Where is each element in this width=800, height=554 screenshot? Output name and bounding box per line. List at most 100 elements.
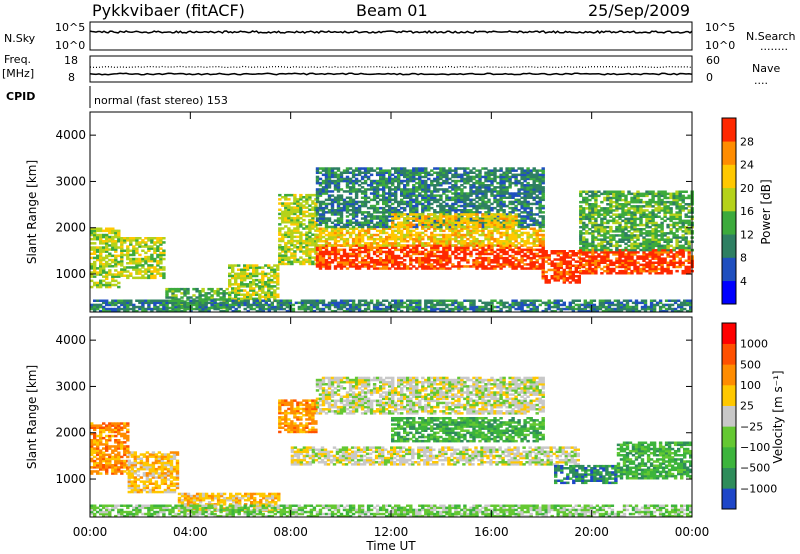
power-cell bbox=[430, 250, 434, 254]
power-cell bbox=[357, 225, 362, 229]
power-cell bbox=[336, 213, 341, 216]
power-cell bbox=[532, 231, 536, 235]
power-cell bbox=[535, 252, 539, 256]
power-cell bbox=[451, 204, 455, 208]
power-cell bbox=[615, 253, 619, 256]
power-cell bbox=[651, 221, 655, 225]
power-cell bbox=[372, 196, 377, 199]
power-cell bbox=[505, 167, 509, 170]
power-cell bbox=[651, 249, 655, 252]
power-cell bbox=[150, 266, 154, 269]
power-cell bbox=[388, 215, 392, 218]
power-cell bbox=[363, 215, 368, 218]
power-cell bbox=[385, 217, 389, 220]
power-cell bbox=[672, 259, 676, 262]
power-cell bbox=[168, 306, 172, 310]
power-cell bbox=[484, 244, 488, 247]
power-cell bbox=[327, 211, 332, 214]
power-cell bbox=[159, 274, 163, 277]
power-cell bbox=[409, 231, 413, 235]
power-cell bbox=[541, 171, 545, 174]
power-cell bbox=[490, 259, 494, 262]
power-cell bbox=[351, 244, 356, 247]
power-cell bbox=[305, 246, 309, 249]
power-cell bbox=[442, 267, 446, 270]
power-cell bbox=[403, 252, 407, 256]
power-cell bbox=[150, 255, 154, 259]
power-cell bbox=[409, 233, 413, 237]
power-cell bbox=[246, 293, 250, 296]
power-cell bbox=[481, 204, 485, 208]
power-cell bbox=[391, 229, 395, 233]
power-cell bbox=[369, 259, 374, 262]
power-cell bbox=[490, 171, 494, 174]
power-cell bbox=[562, 256, 566, 259]
power-cell bbox=[424, 175, 428, 179]
power-cell bbox=[672, 257, 676, 260]
power-cell bbox=[360, 196, 365, 199]
power-cell bbox=[544, 270, 548, 274]
power-cell bbox=[342, 252, 347, 256]
power-cell bbox=[345, 202, 350, 206]
power-cell bbox=[523, 219, 527, 222]
power-cell bbox=[484, 219, 488, 222]
power-cell bbox=[406, 200, 410, 204]
power-cell bbox=[451, 219, 455, 222]
power-cell bbox=[517, 192, 521, 195]
power-cell bbox=[502, 211, 506, 214]
power-cell bbox=[469, 198, 473, 202]
power-cell bbox=[618, 253, 622, 256]
power-cell bbox=[493, 250, 497, 254]
power-cell bbox=[502, 204, 506, 208]
power-cell bbox=[228, 274, 232, 278]
power-cell bbox=[424, 181, 428, 185]
power-cell bbox=[481, 175, 485, 179]
power-cell bbox=[308, 250, 312, 253]
power-cell bbox=[348, 259, 353, 262]
power-cell bbox=[228, 281, 232, 284]
power-cell bbox=[278, 248, 282, 251]
power-cell bbox=[514, 184, 518, 187]
power-cell bbox=[535, 259, 539, 262]
power-cell bbox=[490, 209, 494, 212]
power-cell bbox=[585, 267, 589, 271]
power-cell bbox=[318, 217, 323, 220]
power-cell bbox=[463, 250, 467, 254]
power-cell bbox=[348, 231, 353, 235]
power-cell bbox=[451, 217, 455, 220]
power-cell bbox=[454, 254, 458, 258]
power-cell bbox=[293, 239, 297, 243]
power-cell bbox=[538, 175, 542, 179]
power-cell bbox=[478, 244, 482, 247]
power-cell bbox=[278, 193, 282, 197]
power-cell bbox=[324, 186, 329, 189]
power-cell bbox=[466, 219, 470, 222]
power-cell bbox=[333, 181, 338, 185]
power-cell bbox=[541, 277, 545, 280]
power-cell bbox=[111, 231, 115, 235]
power-cell bbox=[406, 223, 410, 227]
power-cell bbox=[562, 272, 566, 276]
power-cell bbox=[657, 259, 661, 262]
power-cell bbox=[427, 256, 431, 260]
power-cell bbox=[430, 221, 434, 224]
power-cell bbox=[348, 188, 353, 191]
power-cell bbox=[514, 194, 518, 197]
power-cell bbox=[615, 221, 619, 225]
power-cell bbox=[645, 209, 649, 212]
power-cell bbox=[409, 169, 413, 172]
power-cell bbox=[391, 254, 395, 258]
power-cell bbox=[502, 184, 506, 187]
power-cell bbox=[565, 277, 569, 280]
power-cell bbox=[448, 261, 452, 264]
power-cell bbox=[511, 202, 515, 206]
power-cell bbox=[93, 275, 97, 278]
power-cell bbox=[308, 223, 312, 226]
power-cell bbox=[305, 243, 309, 247]
power-cell bbox=[135, 241, 139, 244]
power-cell bbox=[379, 231, 383, 235]
power-cell bbox=[391, 177, 395, 181]
power-cell bbox=[324, 265, 329, 268]
power-cell bbox=[585, 253, 589, 256]
power-cell bbox=[618, 269, 622, 273]
